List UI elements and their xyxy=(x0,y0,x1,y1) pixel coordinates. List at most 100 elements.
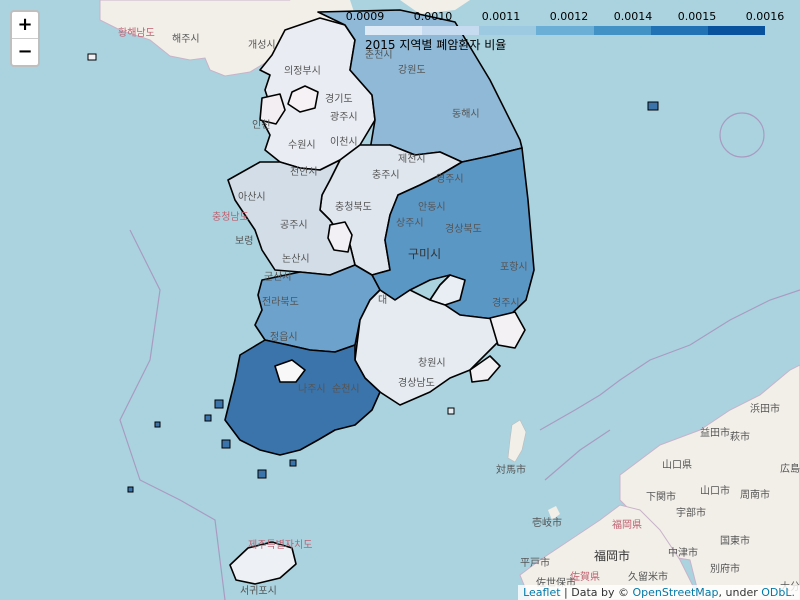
legend-tick: 0.0011 xyxy=(481,10,521,23)
svg-text:平戸市: 平戸市 xyxy=(520,556,550,569)
svg-text:福岡県: 福岡県 xyxy=(612,518,642,531)
legend-color-swatch xyxy=(707,26,765,35)
legend-tick: 0.0014 xyxy=(613,10,653,23)
legend-color-bar xyxy=(365,26,765,35)
svg-text:아산시: 아산시 xyxy=(238,191,266,203)
svg-text:안동시: 안동시 xyxy=(418,201,446,213)
region-jeju xyxy=(229,541,297,585)
svg-text:対馬市: 対馬市 xyxy=(496,463,526,476)
svg-text:山口市: 山口市 xyxy=(700,484,730,497)
iki-island xyxy=(548,506,560,520)
svg-text:개성시: 개성시 xyxy=(248,39,276,51)
svg-text:천안시: 천안시 xyxy=(290,166,318,178)
svg-text:国東市: 国東市 xyxy=(720,534,750,547)
svg-text:下関市: 下関市 xyxy=(646,490,676,503)
svg-text:이천시: 이천시 xyxy=(330,136,358,148)
svg-text:中津市: 中津市 xyxy=(668,546,698,559)
svg-text:의정부시: 의정부시 xyxy=(284,65,321,77)
svg-text:浜田市: 浜田市 xyxy=(750,402,780,415)
svg-text:제천시: 제천시 xyxy=(398,153,426,165)
legend-color-swatch xyxy=(422,26,480,35)
svg-text:壱岐市: 壱岐市 xyxy=(532,516,562,529)
svg-text:논산시: 논산시 xyxy=(282,253,310,265)
color-legend: 0.0009 0.0010 0.0011 0.0012 0.0014 0.001… xyxy=(346,8,785,52)
svg-text:창원시: 창원시 xyxy=(418,357,446,369)
region-seoul xyxy=(287,85,319,113)
svg-text:경기도: 경기도 xyxy=(325,92,353,105)
svg-text:전라북도: 전라북도 xyxy=(262,296,299,308)
svg-text:수원시: 수원시 xyxy=(288,139,316,151)
svg-text:순천시: 순천시 xyxy=(332,383,360,395)
zoom-control: + − xyxy=(10,10,40,67)
legend-color-swatch xyxy=(365,26,423,35)
svg-text:福岡市: 福岡市 xyxy=(594,548,630,563)
legend-color-swatch xyxy=(536,26,594,35)
legend-color-swatch xyxy=(593,26,651,35)
svg-text:보령: 보령 xyxy=(235,235,253,247)
svg-text:충청북도: 충청북도 xyxy=(335,201,372,213)
legend-color-swatch xyxy=(479,26,537,35)
svg-text:대: 대 xyxy=(378,294,387,306)
region-gwangju xyxy=(274,359,306,383)
choropleth-regions xyxy=(224,9,535,585)
attribution: Leaflet | Data by © OpenStreetMap, under… xyxy=(518,585,800,600)
legend-tick: 0.0010 xyxy=(413,10,453,23)
region-ulsan xyxy=(489,311,526,349)
place-labels: 황해남도 해주시 개성시 의정부시 춘천시 강원도 경기도 인천 수원시 광주시… xyxy=(118,26,800,597)
svg-text:山口県: 山口県 xyxy=(662,459,692,471)
svg-text:군산시: 군산시 xyxy=(264,271,292,283)
legend-title: 2015 지역별 폐암환자 비율 xyxy=(365,38,507,52)
svg-text:益田市: 益田市 xyxy=(700,426,730,439)
attribution-text: | Data by © xyxy=(560,586,633,599)
region-busan xyxy=(469,355,501,383)
legend-tick: 0.0009 xyxy=(345,10,385,23)
svg-text:別府市: 別府市 xyxy=(710,562,740,575)
svg-text:동해시: 동해시 xyxy=(452,107,480,120)
east-north-land xyxy=(400,0,470,14)
attribution-text: , under xyxy=(718,586,762,599)
svg-text:황해남도: 황해남도 xyxy=(118,26,155,39)
svg-text:정읍시: 정읍시 xyxy=(270,331,298,343)
svg-text:춘천시: 춘천시 xyxy=(365,49,393,61)
legend-color-swatch xyxy=(650,26,708,35)
maritime-boundaries xyxy=(119,112,800,600)
svg-text:경상남도: 경상남도 xyxy=(398,376,435,389)
svg-text:충주시: 충주시 xyxy=(372,169,400,181)
legend-tick: 0.0012 xyxy=(549,10,589,23)
svg-text:나주시: 나주시 xyxy=(298,383,326,395)
svg-text:周南市: 周南市 xyxy=(740,488,770,501)
legend-tick: 0.0016 xyxy=(745,10,785,23)
osm-link[interactable]: OpenStreetMap xyxy=(632,586,719,599)
svg-text:광주시: 광주시 xyxy=(330,111,358,123)
islands xyxy=(87,53,659,493)
svg-text:충청남도: 충청남도 xyxy=(212,211,249,223)
svg-text:영주시: 영주시 xyxy=(436,173,464,185)
svg-text:萩市: 萩市 xyxy=(730,430,750,443)
region-incheon xyxy=(259,93,286,125)
leaflet-link[interactable]: Leaflet xyxy=(523,586,561,599)
svg-text:공주시: 공주시 xyxy=(280,219,308,231)
svg-text:인천: 인천 xyxy=(252,119,270,131)
svg-text:제주특별자치도: 제주특별자치도 xyxy=(248,539,312,551)
svg-text:포항시: 포항시 xyxy=(500,261,528,273)
svg-text:宇部市: 宇部市 xyxy=(676,506,706,519)
svg-text:경주시: 경주시 xyxy=(492,296,520,309)
zoom-in-button[interactable]: + xyxy=(17,14,33,35)
legend-tick: 0.0015 xyxy=(677,10,717,23)
svg-text:서귀포시: 서귀포시 xyxy=(240,585,277,597)
svg-text:강원도: 강원도 xyxy=(398,64,426,76)
svg-text:해주시: 해주시 xyxy=(172,32,200,45)
svg-text:경상북도: 경상북도 xyxy=(445,222,482,235)
region-daejeon xyxy=(327,221,353,253)
svg-text:佐賀県: 佐賀県 xyxy=(570,571,600,583)
tsushima-island xyxy=(507,419,527,463)
odbl-link[interactable]: ODbL. xyxy=(761,586,795,599)
svg-text:久留米市: 久留米市 xyxy=(628,570,668,583)
zoom-out-button[interactable]: − xyxy=(12,38,38,65)
svg-text:구미시: 구미시 xyxy=(408,247,441,261)
japan-kyushu-land xyxy=(519,504,701,600)
region-jeonnam xyxy=(224,339,381,456)
svg-text:상주시: 상주시 xyxy=(396,217,424,229)
svg-text:広島: 広島 xyxy=(780,462,800,475)
